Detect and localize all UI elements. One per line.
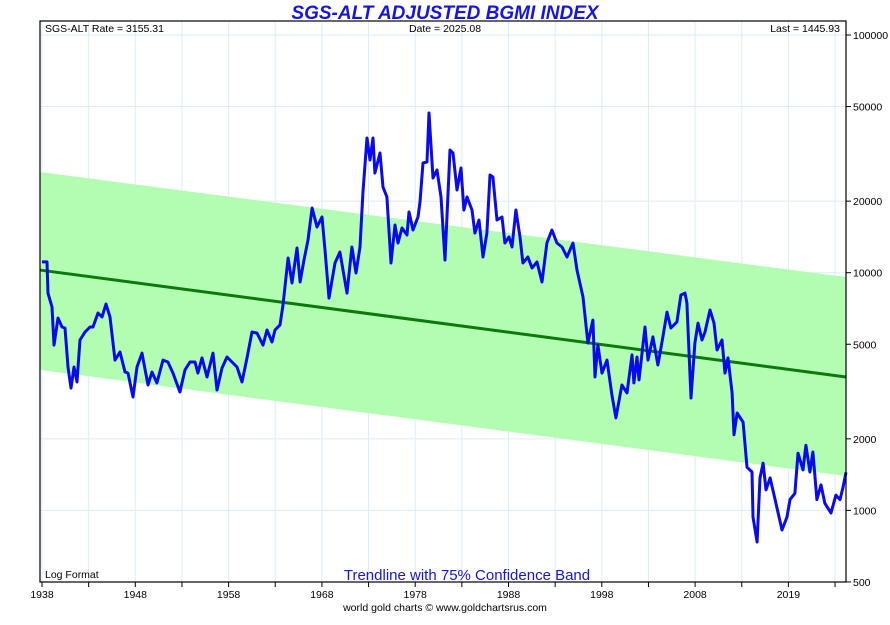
band-annotation: Trendline with 75% Confidence Band — [344, 567, 590, 584]
x-tick-label: 2008 — [683, 589, 707, 601]
header-rate: SGS-ALT Rate = 3155.31 — [45, 23, 164, 35]
trendline — [39, 268, 847, 379]
x-tick-label: 1938 — [30, 589, 54, 601]
x-tick-label: 1988 — [497, 589, 521, 601]
y-axis: 100000 50000 20000 10000 5000 2000 1000 500 — [846, 30, 888, 589]
x-tick-label: 1948 — [124, 589, 148, 601]
scale-label: Log Format — [45, 569, 99, 581]
x-tick-label: 1978 — [404, 589, 428, 601]
header-last: Last = 1445.93 — [770, 23, 840, 35]
y-tick-label: 100000 — [853, 30, 888, 42]
x-tick-label: 1998 — [590, 589, 614, 601]
y-tick-label: 2000 — [853, 434, 877, 446]
x-tick-label: 2019 — [777, 589, 801, 601]
chart-title: SGS-ALT ADJUSTED BGMI INDEX — [291, 3, 600, 24]
series-line-bgmi — [42, 111, 848, 544]
plot-frame — [39, 20, 847, 583]
y-tick-label: 5000 — [853, 339, 877, 351]
x-tick-label: 1958 — [217, 589, 241, 601]
y-tick-label: 20000 — [853, 196, 882, 208]
y-tick-label: 1000 — [853, 505, 877, 517]
y-tick-label: 500 — [853, 577, 871, 589]
credit-text: world gold charts © www.goldchartsrus.co… — [342, 602, 547, 614]
x-axis: 1938 1948 1958 1968 1978 1988 1998 2008 2019 — [30, 582, 836, 601]
y-tick-label: 10000 — [853, 268, 882, 280]
y-tick-label: 50000 — [853, 102, 882, 114]
header-date: Date = 2025.08 — [409, 23, 481, 35]
x-tick-label: 1968 — [310, 589, 334, 601]
